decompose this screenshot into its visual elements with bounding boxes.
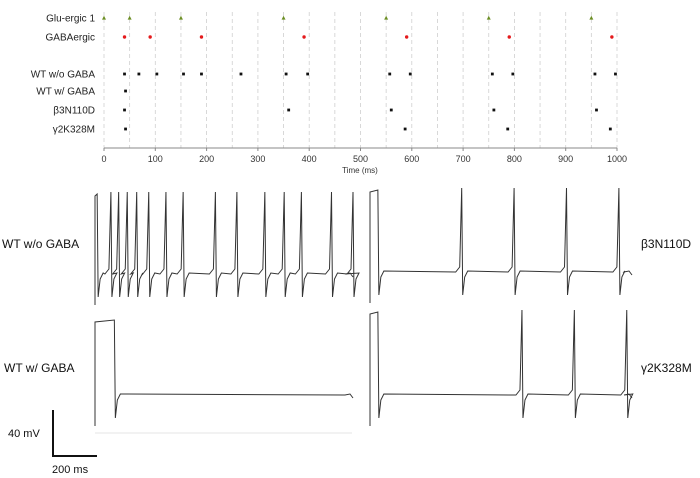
trace-label-g2k328m: γ2K328M: [641, 361, 692, 375]
spike-marker: [610, 35, 614, 39]
spike-marker: [486, 15, 491, 20]
x-tick-label: 900: [558, 154, 573, 164]
raster-row-labels: Glu-ergic 1 GABAergic WT w/o GABA WT w/ GAB…: [31, 14, 96, 136]
spike-marker: [182, 72, 185, 76]
spike-marker: [123, 108, 126, 112]
spike-marker: [122, 35, 127, 39]
scale-bar: 40 mV 200 ms: [8, 410, 97, 476]
spike-marker: [408, 72, 412, 76]
spike-marker: [511, 72, 515, 76]
x-tick-label: 700: [456, 154, 471, 164]
spike-marker: [123, 72, 126, 76]
spike-marker: [404, 35, 409, 39]
raster-row-label: Glu-ergic 1: [46, 14, 95, 25]
spike-marker: [507, 35, 511, 39]
spike-marker: [102, 15, 106, 20]
raster-row-label: β3N110D: [53, 106, 95, 117]
spike-marker: [589, 15, 594, 20]
spike-marker: [284, 72, 288, 76]
trace-g2k328m: [369, 309, 634, 426]
spike-marker: [148, 35, 152, 39]
trace-wt-without-gaba: [94, 191, 360, 305]
spike-marker: [137, 72, 141, 76]
spike-marker: [614, 72, 617, 76]
spike-marker: [127, 15, 132, 20]
spike-marker: [506, 127, 510, 131]
x-tick-label: 300: [250, 154, 265, 164]
raster-row-label: WT w/o GABA: [31, 70, 96, 81]
x-tick-label: 800: [507, 154, 522, 164]
raster-grid: [103, 12, 618, 148]
spike-marker: [384, 15, 389, 20]
trace-label-wt-without-gaba: WT w/o GABA: [2, 237, 79, 251]
x-tick-label: 1000: [607, 154, 627, 164]
raster-row-label: WT w/ GABA: [36, 87, 95, 98]
spike-marker: [389, 108, 393, 112]
spike-marker: [239, 72, 243, 76]
spike-marker: [124, 89, 127, 93]
spike-marker: [595, 108, 598, 112]
raster-row-label: GABAergic: [46, 33, 95, 44]
spike-marker: [388, 72, 392, 76]
scale-bar-time-label: 200 ms: [52, 464, 89, 476]
spike-marker: [200, 72, 203, 76]
spike-marker: [608, 127, 612, 131]
spike-marker: [302, 35, 306, 39]
spike-marker: [281, 15, 286, 20]
raster-markers: [102, 15, 617, 131]
raster-x-label: Time (ms): [342, 166, 378, 175]
trace-b3n110d: [369, 187, 633, 303]
spike-marker: [306, 72, 310, 76]
spike-marker: [403, 127, 407, 131]
raster-plot: 0 100 200 300 400 500 600 700 800 900 1000 Time (m…: [31, 12, 627, 175]
spike-marker: [155, 72, 159, 76]
x-tick-label: 100: [148, 154, 163, 164]
x-tick-label: 600: [404, 154, 419, 164]
raster-row-label: γ2K328M: [53, 125, 95, 136]
trace-label-b3n110d: β3N110D: [641, 237, 691, 251]
x-tick-label: 0: [101, 154, 106, 164]
spike-marker: [124, 127, 127, 131]
x-tick-label: 500: [353, 154, 368, 164]
raster-x-ticks: 0 100 200 300 400 500 600 700 800 900 1000: [101, 148, 627, 164]
spike-marker: [287, 108, 291, 112]
voltage-traces: WT w/o GABA WT w/ GABA β3N110D γ2K328M: [2, 187, 692, 434]
x-tick-label: 200: [199, 154, 214, 164]
spike-marker: [492, 108, 496, 112]
spike-marker: [593, 72, 597, 76]
spike-marker: [490, 72, 494, 76]
trace-wt-with-gaba: [94, 319, 354, 426]
x-tick-label: 400: [302, 154, 317, 164]
scale-bar-voltage-label: 40 mV: [8, 428, 40, 440]
spike-marker: [178, 15, 183, 20]
spike-marker: [199, 35, 204, 39]
trace-label-wt-with-gaba: WT w/ GABA: [4, 361, 74, 375]
